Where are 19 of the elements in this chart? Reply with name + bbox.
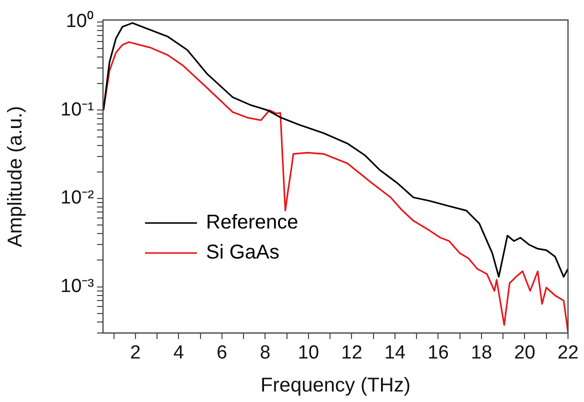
x-tick-label: 8 bbox=[260, 342, 270, 364]
x-tick-label: 10 bbox=[298, 342, 320, 364]
x-tick-label: 18 bbox=[470, 342, 492, 364]
x-tick-label: 16 bbox=[428, 342, 449, 364]
x-tick-label: 20 bbox=[514, 342, 536, 364]
x-axis-title: Frequency (THz) bbox=[260, 374, 411, 397]
x-tick-label: 22 bbox=[557, 342, 579, 364]
y-tick-label: 10⁰ bbox=[66, 10, 94, 32]
y-tick-label: 10⁻² bbox=[60, 188, 94, 209]
legend-label: Si GaAs bbox=[206, 242, 280, 264]
x-tick-label: 14 bbox=[384, 342, 406, 364]
legend-label: Reference bbox=[206, 212, 298, 234]
y-tick-label: 10⁻³ bbox=[60, 276, 94, 298]
x-tick-label: 12 bbox=[341, 342, 362, 364]
x-tick-label: 6 bbox=[216, 342, 228, 364]
x-tick-label: 4 bbox=[173, 342, 184, 364]
y-axis-title: Amplitude (a.u.) bbox=[4, 106, 27, 248]
x-tick-label: 2 bbox=[130, 342, 141, 364]
y-tick-label: 10⁻¹ bbox=[60, 99, 94, 120]
